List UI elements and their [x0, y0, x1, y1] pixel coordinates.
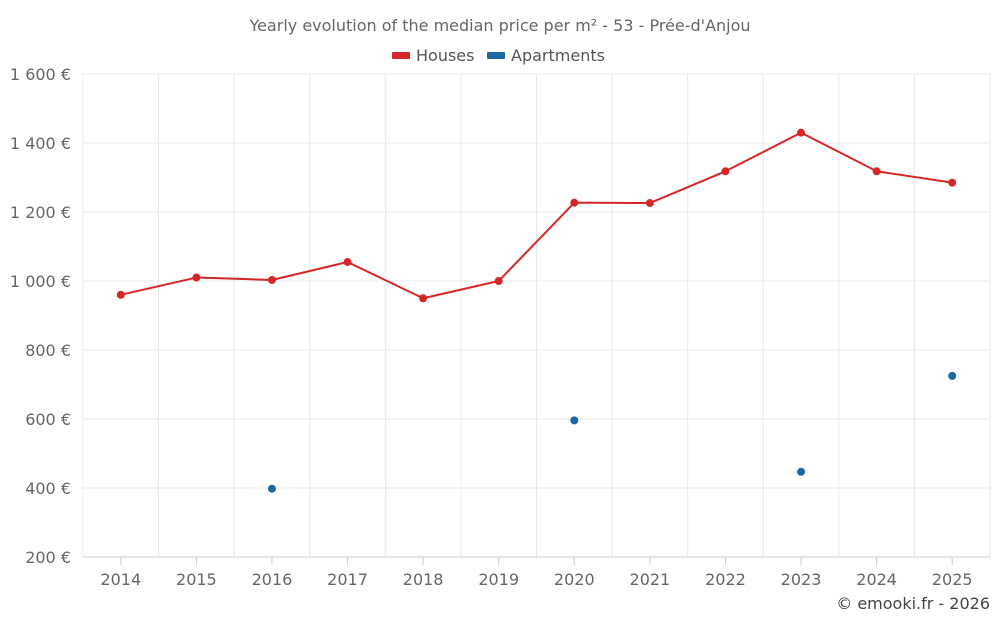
- y-tick-label: 400 €: [25, 479, 71, 498]
- y-tick-label: 1 000 €: [10, 272, 71, 291]
- data-point-houses-2020[interactable]: [570, 198, 579, 207]
- y-tick-label: 600 €: [25, 410, 71, 429]
- x-tick-label: 2024: [856, 570, 897, 589]
- legend: Houses Apartments: [392, 46, 605, 65]
- x-tick-label: 2014: [100, 570, 141, 589]
- x-tick-label: 2022: [705, 570, 746, 589]
- data-point-houses-2018[interactable]: [419, 294, 428, 303]
- data-point-apartments-2025[interactable]: [948, 371, 957, 380]
- x-tick-label: 2020: [554, 570, 595, 589]
- data-point-apartments-2020[interactable]: [570, 416, 579, 425]
- x-tick-label: 2016: [252, 570, 293, 589]
- data-point-houses-2015[interactable]: [192, 273, 201, 282]
- x-tick-label: 2017: [327, 570, 368, 589]
- data-point-apartments-2016[interactable]: [267, 484, 276, 493]
- data-point-houses-2022[interactable]: [721, 167, 730, 176]
- y-tick-label: 200 €: [25, 548, 71, 567]
- legend-swatch-apartments: [487, 52, 505, 59]
- grid: [82, 73, 991, 558]
- x-tick-label: 2021: [630, 570, 671, 589]
- x-tick-label: 2019: [478, 570, 519, 589]
- data-point-houses-2019[interactable]: [494, 277, 503, 285]
- series-line-houses: [120, 131, 953, 300]
- y-tick-label: 1 600 €: [10, 65, 71, 84]
- credit-text: © emooki.fr - 2026: [836, 594, 990, 613]
- x-tick-label: 2023: [781, 570, 822, 589]
- chart-title: Yearly evolution of the median price per…: [248, 16, 750, 35]
- legend-label-houses: Houses: [416, 46, 474, 65]
- data-point-houses-2024[interactable]: [872, 167, 881, 176]
- data-point-houses-2021[interactable]: [645, 199, 654, 208]
- data-point-houses-2017[interactable]: [343, 258, 352, 267]
- data-point-houses-2014[interactable]: [116, 290, 125, 299]
- legend-swatch-houses: [392, 52, 410, 59]
- data-point-houses-2025[interactable]: [948, 178, 957, 187]
- series: [116, 128, 957, 493]
- data-point-houses-2016[interactable]: [267, 275, 276, 284]
- y-tick-label: 1 400 €: [10, 134, 71, 153]
- legend-item-apartments[interactable]: Apartments: [487, 46, 605, 65]
- x-tick-label: 2025: [932, 570, 973, 589]
- x-tick-label: 2015: [176, 570, 217, 589]
- y-tick-label: 800 €: [25, 341, 71, 360]
- legend-item-houses[interactable]: Houses: [392, 46, 474, 65]
- data-point-houses-2023[interactable]: [797, 128, 806, 137]
- y-tick-label: 1 200 €: [10, 203, 71, 222]
- x-tick-label: 2018: [403, 570, 444, 589]
- y-axis: 200 € 400 € 600 € 800 € 1 000 € 1 200 € 1 400 …: [10, 65, 71, 567]
- x-axis: 2014 2015 2016 2017 2018 2019 2020 2021 2022 2023…: [100, 557, 973, 589]
- data-point-apartments-2023[interactable]: [797, 467, 806, 476]
- legend-label-apartments: Apartments: [511, 46, 605, 65]
